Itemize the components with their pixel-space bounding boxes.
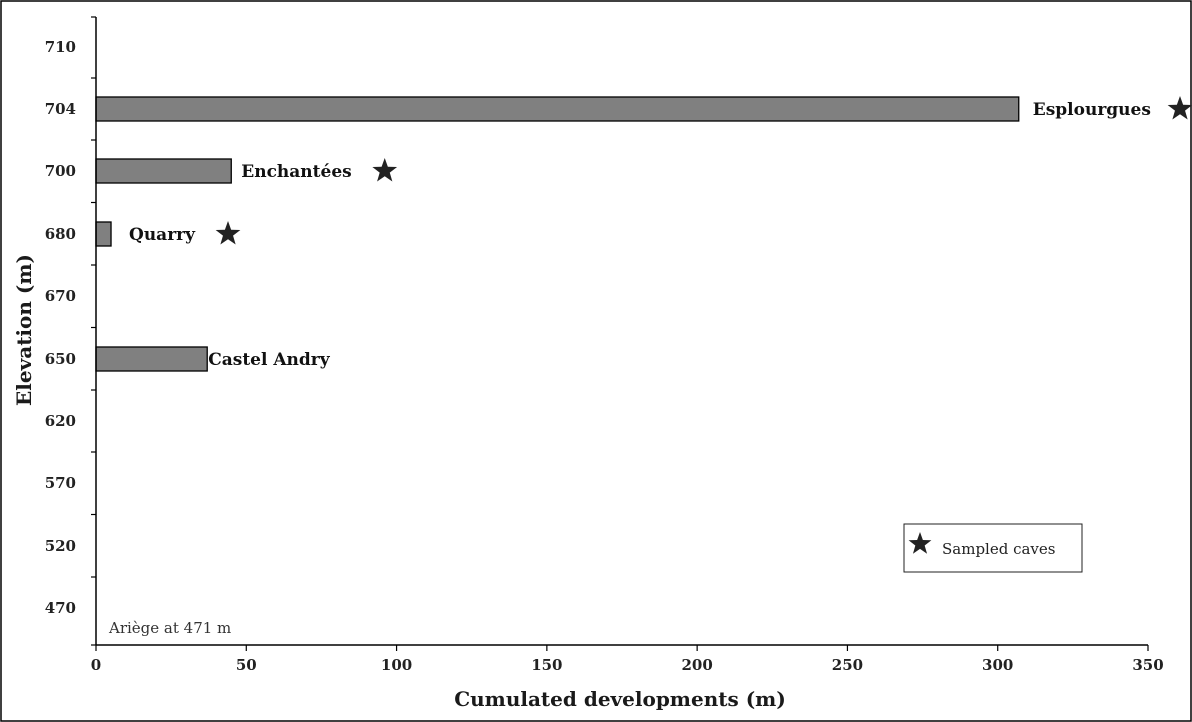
y-tick-label: 650 [45, 350, 76, 368]
star-icon [1167, 96, 1192, 120]
y-tick-label: 670 [45, 287, 76, 305]
star-icon [908, 532, 932, 554]
legend-label: Sampled caves [942, 540, 1055, 558]
bars-layer [95, 96, 1020, 372]
y-tick-label: 704 [45, 100, 76, 118]
labels-layer: Esplourgues Enchantées Quarry Castel Andry [129, 96, 1192, 370]
x-tick-label: 300 [982, 656, 1013, 674]
bar [95, 96, 1020, 122]
star-icon [215, 221, 241, 245]
axes-layer: 710 704 700 680 670 650 620 570 520 470 0 50 100 150 2… [45, 16, 1164, 674]
x-tick-label: 50 [236, 656, 257, 674]
bar-label: Esplourgues [1033, 100, 1151, 120]
y-tick-label: 520 [45, 537, 76, 555]
star-icon [372, 158, 398, 182]
x-tick-label: 350 [1132, 656, 1163, 674]
y-tick-label: 620 [45, 412, 76, 430]
x-tick-label: 0 [91, 656, 101, 674]
bar [95, 221, 112, 247]
y-tick-label: 680 [45, 225, 76, 243]
x-tick-label: 200 [681, 656, 712, 674]
y-tick-label: 700 [45, 162, 76, 180]
x-tick-label: 150 [531, 656, 562, 674]
x-tick-label: 100 [381, 656, 412, 674]
bar-label: Enchantées [241, 162, 351, 182]
y-tick-label: 710 [45, 38, 76, 56]
bar-label: Castel Andry [208, 350, 331, 370]
legend-box [903, 523, 1083, 573]
x-tick-label: 250 [832, 656, 863, 674]
y-axis-title: Elevation (m) [12, 254, 36, 406]
y-tick-label: 570 [45, 474, 76, 492]
x-axis-title: Cumulated developments (m) [454, 687, 786, 711]
bar [95, 158, 232, 184]
bar [95, 346, 208, 372]
river-annotation: Ariège at 471 m [108, 619, 231, 637]
y-tick-label: 470 [45, 599, 76, 617]
bar-label: Quarry [129, 225, 196, 245]
legend: Sampled caves [903, 523, 1083, 573]
